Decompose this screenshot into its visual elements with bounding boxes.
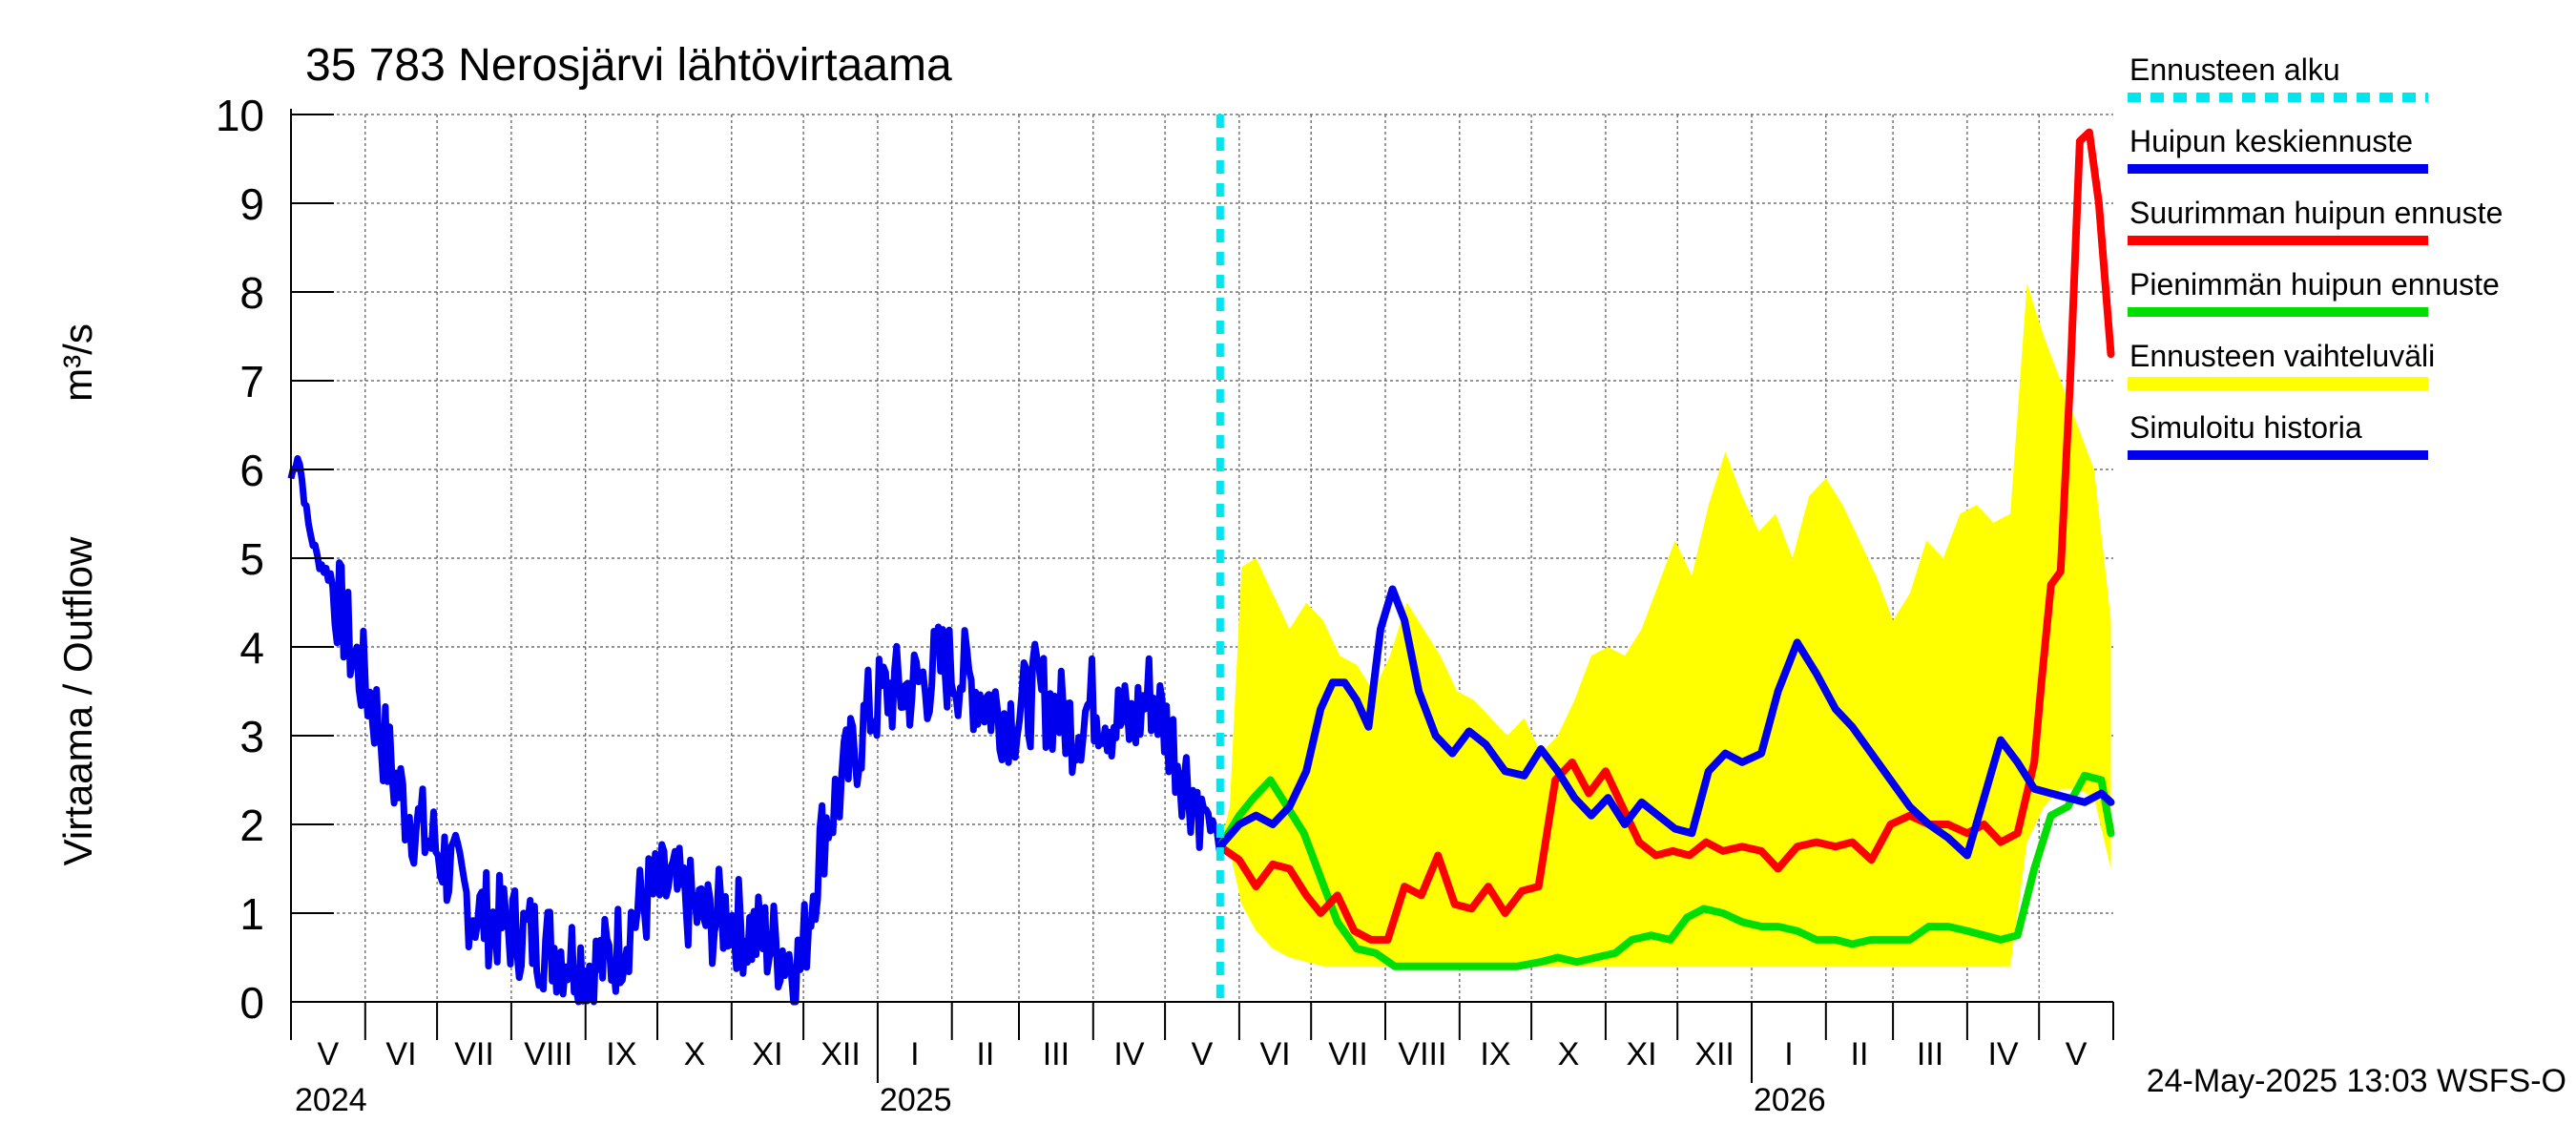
y-tick-label: 1 bbox=[239, 889, 264, 939]
x-month-label: II bbox=[1851, 1036, 1869, 1072]
x-month-label: V bbox=[318, 1036, 340, 1072]
x-month-label: VIII bbox=[1398, 1036, 1446, 1072]
series-forecast-range bbox=[1219, 282, 2111, 967]
y-tick-label: 2 bbox=[239, 801, 264, 850]
y-tick-label: 6 bbox=[239, 446, 264, 495]
series-simulated-history bbox=[287, 455, 1224, 1006]
legend-label: Suurimman huipun ennuste bbox=[2129, 196, 2503, 230]
y-axis-label: Virtaama / Outflow bbox=[55, 536, 100, 865]
series-mean-peak bbox=[1215, 585, 2115, 860]
x-month-label: II bbox=[976, 1036, 994, 1072]
y-tick-label: 9 bbox=[239, 179, 264, 229]
x-month-label: III bbox=[1917, 1036, 1943, 1072]
x-year-label: 2024 bbox=[295, 1082, 367, 1118]
y-axis: 0 1 2 3 4 5 6 7 8 9 10 bbox=[216, 91, 334, 1028]
x-month-label: XI bbox=[752, 1036, 782, 1072]
x-month-label: X bbox=[1558, 1036, 1580, 1072]
x-axis: V VI VII VIII IX X XI XII I II III IV V VI VII VIII IX X X… bbox=[290, 1002, 2114, 1118]
series-max-peak bbox=[1215, 128, 2115, 944]
x-year-label: 2025 bbox=[880, 1082, 952, 1118]
legend-label: Ennusteen alku bbox=[2129, 52, 2340, 87]
x-month-label: X bbox=[684, 1036, 706, 1072]
x-month-label: IX bbox=[1480, 1036, 1510, 1072]
y-tick-label: 8 bbox=[239, 268, 264, 318]
x-month-label: VIII bbox=[524, 1036, 572, 1072]
x-month-label: VII bbox=[454, 1036, 494, 1072]
y-tick-label: 10 bbox=[216, 91, 264, 140]
x-month-label: XII bbox=[1694, 1036, 1735, 1072]
y-tick-label: 4 bbox=[239, 623, 264, 673]
x-month-label: XI bbox=[1626, 1036, 1656, 1072]
plot-area bbox=[287, 114, 2115, 1006]
x-month-label: III bbox=[1043, 1036, 1070, 1072]
footer-timestamp: 24-May-2025 13:03 WSFS-O bbox=[2147, 1063, 2566, 1099]
x-month-label: VI bbox=[1259, 1036, 1290, 1072]
legend-label: Simuloitu historia bbox=[2129, 410, 2362, 445]
x-month-label: IV bbox=[1113, 1036, 1144, 1072]
x-month-label: V bbox=[2066, 1036, 2088, 1072]
y-tick-label: 0 bbox=[239, 978, 264, 1028]
x-month-label: I bbox=[1784, 1036, 1793, 1072]
x-month-label: XII bbox=[821, 1036, 861, 1072]
y-axis-unit: m³/s bbox=[55, 323, 100, 402]
x-month-label: IX bbox=[606, 1036, 636, 1072]
series-min-peak bbox=[1215, 771, 2115, 970]
x-month-label: V bbox=[1192, 1036, 1214, 1072]
chart-title: 35 783 Nerosjärvi lähtövirtaama bbox=[305, 40, 952, 91]
x-year-label: 2026 bbox=[1754, 1082, 1826, 1118]
legend-label: Ennusteen vaihteluväli bbox=[2129, 339, 2435, 373]
legend-label: Huipun keskiennuste bbox=[2129, 124, 2413, 158]
x-month-label: IV bbox=[1987, 1036, 2018, 1072]
legend-label: Pienimmän huipun ennuste bbox=[2129, 267, 2500, 302]
legend: Ennusteen alku Huipun keskiennuste Suurimm… bbox=[2128, 52, 2503, 460]
x-month-label: VII bbox=[1328, 1036, 1368, 1072]
x-month-label: I bbox=[910, 1036, 919, 1072]
x-month-label: VI bbox=[385, 1036, 416, 1072]
y-tick-label: 3 bbox=[239, 712, 264, 761]
y-tick-label: 5 bbox=[239, 534, 264, 584]
axes-frame bbox=[290, 109, 2113, 1003]
y-tick-label: 7 bbox=[239, 357, 264, 406]
